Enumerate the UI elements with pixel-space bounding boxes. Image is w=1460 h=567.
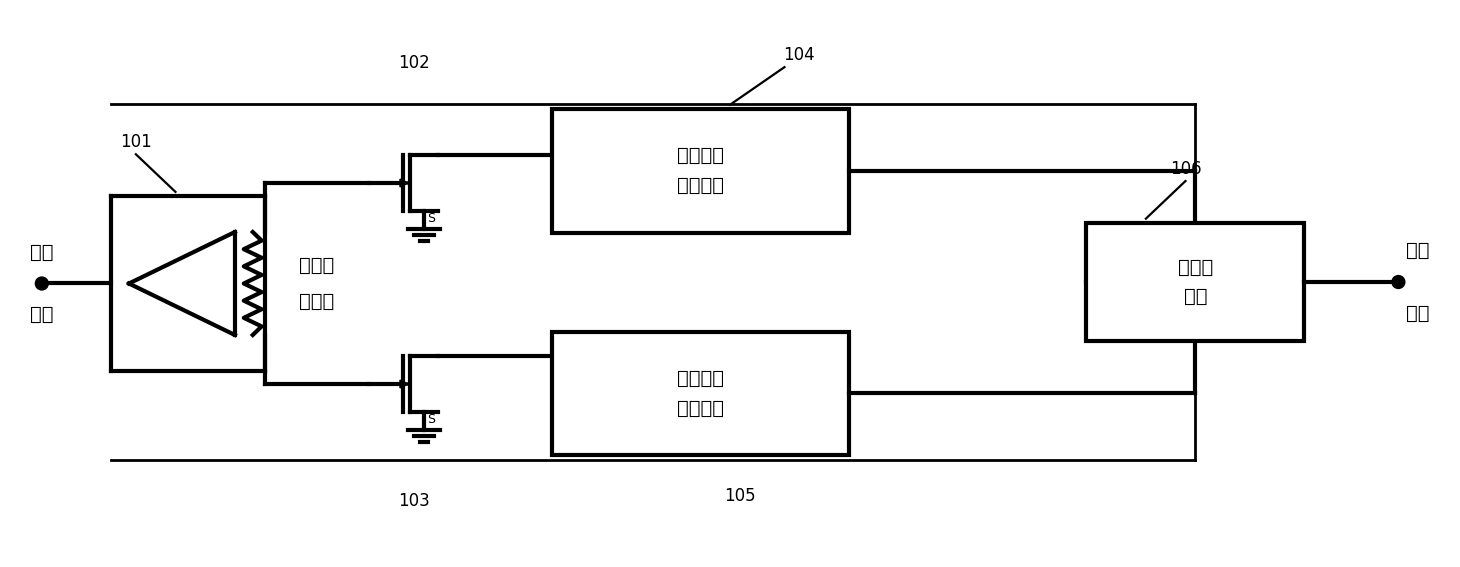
Text: 第一输出: 第一输出 — [677, 146, 724, 165]
Text: 106: 106 — [1169, 160, 1202, 178]
Text: 射频: 射频 — [1406, 241, 1429, 260]
Text: 匹配网络: 匹配网络 — [677, 399, 724, 418]
Text: 103: 103 — [399, 492, 431, 510]
Circle shape — [35, 277, 48, 290]
Text: 输入: 输入 — [31, 305, 54, 324]
Bar — [552, 109, 848, 232]
Text: 匹配网络: 匹配网络 — [677, 176, 724, 195]
Text: 配单元: 配单元 — [299, 292, 334, 311]
Text: 105: 105 — [724, 487, 756, 505]
Text: 射频: 射频 — [31, 243, 54, 262]
Text: S: S — [426, 212, 435, 225]
Text: 后匹配: 后匹配 — [1178, 257, 1213, 277]
Text: 101: 101 — [120, 133, 152, 151]
Text: 第二输出: 第二输出 — [677, 369, 724, 388]
Text: 104: 104 — [784, 46, 815, 64]
Text: 单元: 单元 — [1184, 287, 1207, 306]
Circle shape — [1391, 276, 1405, 289]
Text: 功率分: 功率分 — [299, 256, 334, 275]
Text: 输出: 输出 — [1406, 304, 1429, 323]
Text: 102: 102 — [399, 54, 431, 72]
Bar — [1086, 223, 1304, 341]
Bar — [552, 332, 848, 455]
Text: S: S — [426, 413, 435, 426]
